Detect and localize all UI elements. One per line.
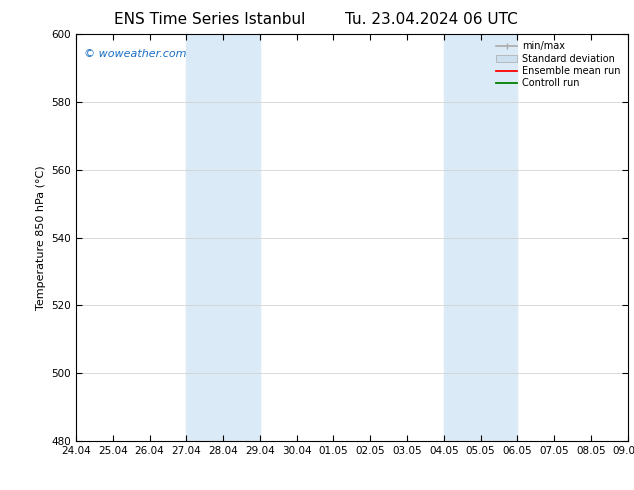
Text: Tu. 23.04.2024 06 UTC: Tu. 23.04.2024 06 UTC [345,12,517,27]
Bar [444,34,517,441]
Text: © woweather.com: © woweather.com [84,49,187,58]
Legend: min/max, Standard deviation, Ensemble mean run, Controll run: min/max, Standard deviation, Ensemble me… [494,39,623,90]
Text: ENS Time Series Istanbul: ENS Time Series Istanbul [113,12,305,27]
Bar [186,34,260,441]
Y-axis label: Temperature 850 hPa (°C): Temperature 850 hPa (°C) [36,165,46,310]
